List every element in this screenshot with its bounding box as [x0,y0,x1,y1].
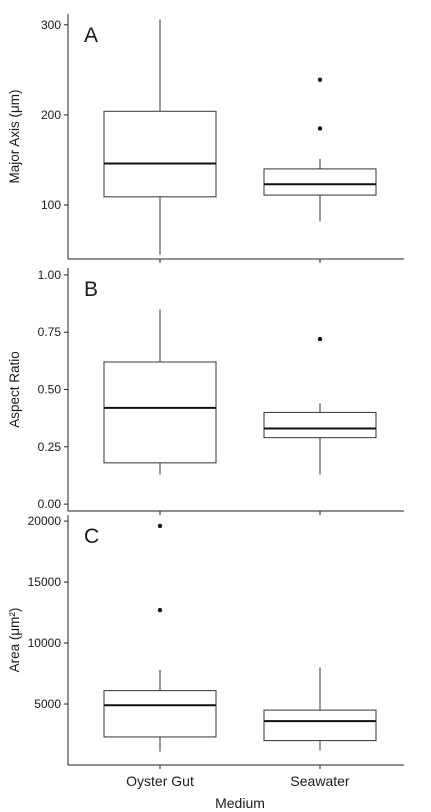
outlier-point [317,77,323,82]
box-oyster-gut [103,19,217,255]
y-tick-label: 0.00 [38,497,62,511]
y-tick-label: 200 [41,108,61,122]
box-seawater [263,77,377,222]
y-tick-label: 15000 [28,575,62,589]
box-iqr [103,690,217,738]
box-oyster-gut [103,309,217,475]
y-tick-label: 0.75 [38,325,62,339]
y-tick-label: 0.50 [38,383,62,397]
y-tick-label: 300 [41,18,61,32]
panel-C: 5000 10000 15000 20000 Area (μm²) C [7,514,404,769]
panels-group: 100 200 300 Major Axis (μm) A 0.00 0.25 0.50 0.7… [7,14,404,769]
box-oyster-gut [103,523,217,752]
panel-label: C [84,525,99,548]
y-axis-title: Aspect Ratio [7,351,22,428]
panel-label: B [84,278,98,301]
x-axis-title: Medium [215,795,265,811]
y-tick-label: 0.25 [38,440,62,454]
panel-label: A [84,24,98,47]
outlier-point [157,523,163,529]
x-axis-group: Oyster Gut Seawater Medium [126,773,350,811]
box-seawater [263,667,377,751]
box-iqr [263,168,377,196]
box-iqr [103,110,217,198]
y-tick-label: 100 [41,198,61,212]
panel-A: 100 200 300 Major Axis (μm) A [7,14,404,263]
outlier-point [317,126,323,131]
y-axis-title: Area (μm²) [7,608,22,673]
box-seawater [263,336,377,475]
outlier-point [317,336,323,342]
box-iqr [103,361,217,464]
box-iqr [263,411,377,439]
y-tick-label: 10000 [28,636,62,650]
x-category-label: Seawater [290,773,349,789]
y-tick-label: 1.00 [38,268,62,282]
outlier-point [157,607,163,613]
y-axis-title: Major Axis (μm) [7,89,22,183]
box-iqr [263,709,377,742]
x-category-label: Oyster Gut [126,773,194,789]
y-tick-label: 20000 [28,514,62,528]
panel-B: 0.00 0.25 0.50 0.75 1.00 Aspect Ratio B [7,268,404,515]
y-tick-label: 5000 [34,697,61,711]
